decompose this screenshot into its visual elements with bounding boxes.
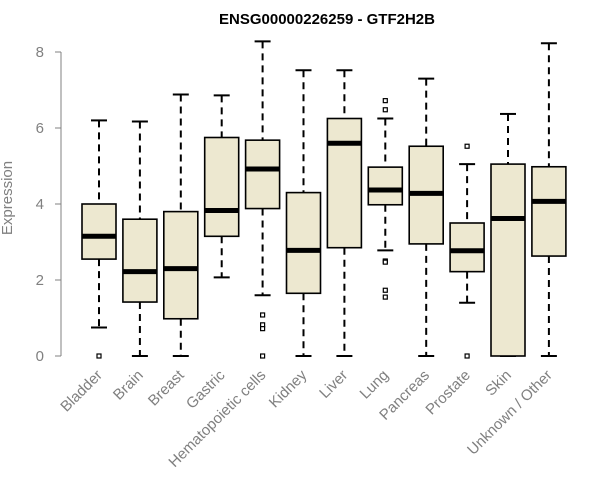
box-lung [367,166,404,206]
x-tick-label-breast: Breast [145,366,188,409]
box-brain [122,218,158,303]
box-liver [326,117,363,249]
box-hematopoietic-cells [244,139,281,210]
outlier-point-lung [382,259,388,265]
y-tick-label: 0 [36,348,44,365]
box-skin [490,163,526,357]
x-tick-label-kidney: Kidney [266,366,311,411]
outlier-point-bladder [96,353,102,359]
box-prostate [449,222,485,273]
y-tick-label: 6 [36,120,44,137]
box-kidney [285,191,322,295]
x-tick-label-lung: Lung [357,367,393,403]
outlier-point-lung [382,294,388,300]
y-tick-label: 4 [36,196,44,213]
outlier-point-prostate [464,143,470,149]
outlier-point-lung [382,107,388,113]
outlier-point-lung [382,98,388,104]
x-tick-label-skin: Skin [482,367,515,400]
y-tick-label: 8 [36,44,44,61]
box-bladder [81,203,117,260]
outlier-point-hematopoietic-cells [260,353,266,359]
x-tick-label-brain: Brain [110,367,147,404]
outlier-point-lung [382,287,388,293]
box-unknown-other [531,165,567,257]
y-axis-label: Expression [0,161,16,235]
box-gastric [203,136,240,238]
outlier-point-hematopoietic-cells [260,326,266,332]
x-tick-label-bladder: Bladder [57,367,106,416]
box-breast [163,210,199,320]
chart-title: ENSG00000226259 - GTF2H2B [219,11,435,28]
x-tick-label-liver: Liver [316,367,351,402]
x-tick-label-prostate: Prostate [422,367,474,419]
y-tick-label: 2 [36,272,44,289]
outlier-point-prostate [464,353,470,359]
outlier-point-hematopoietic-cells [260,312,266,318]
